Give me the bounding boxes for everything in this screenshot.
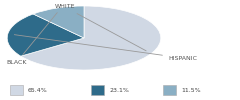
Wedge shape (21, 6, 161, 70)
Text: BLACK: BLACK (6, 13, 57, 64)
Bar (163, 85, 176, 95)
Text: WHITE: WHITE (54, 4, 146, 51)
Bar (10, 85, 23, 95)
Text: 11.5%: 11.5% (181, 88, 201, 92)
Wedge shape (33, 6, 84, 38)
Bar (91, 85, 104, 95)
Text: HISPANIC: HISPANIC (14, 35, 197, 60)
Wedge shape (7, 14, 84, 56)
Text: 23.1%: 23.1% (109, 88, 129, 92)
Text: 65.4%: 65.4% (28, 88, 47, 92)
